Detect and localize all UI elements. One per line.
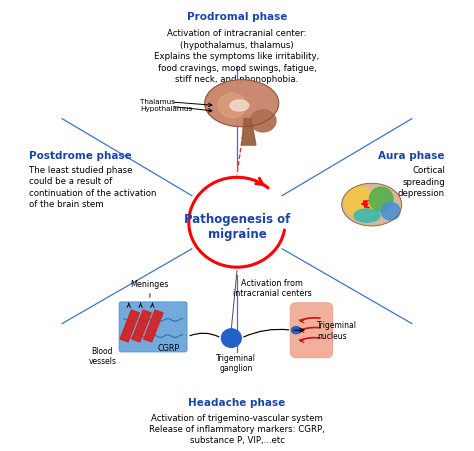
Text: CGRP: CGRP <box>157 344 180 353</box>
Text: Activation of trigemino-vascular system
Release of inflammatory markers: CGRP,
s: Activation of trigemino-vascular system … <box>149 413 325 445</box>
Text: Trigeminal
ganglion: Trigeminal ganglion <box>216 353 256 372</box>
Text: Pathogenesis of
migraine: Pathogenesis of migraine <box>184 212 290 240</box>
Ellipse shape <box>205 81 278 127</box>
Ellipse shape <box>250 110 276 133</box>
Polygon shape <box>120 310 139 342</box>
Text: Blood
vessels: Blood vessels <box>88 346 116 366</box>
Polygon shape <box>144 310 163 342</box>
Circle shape <box>185 175 289 271</box>
Ellipse shape <box>292 327 301 334</box>
Circle shape <box>221 329 241 348</box>
Text: Aura phase: Aura phase <box>378 150 445 160</box>
Text: The least studied phase
could be a result of
continuation of the activation
of t: The least studied phase could be a resul… <box>29 166 156 209</box>
Ellipse shape <box>230 101 249 112</box>
Text: Activation of intracranial center:
(hypothalamus, thalamus)
Explains the symptom: Activation of intracranial center: (hypo… <box>155 29 319 84</box>
Ellipse shape <box>345 188 375 218</box>
Text: Thalamus
Hypothalamus: Thalamus Hypothalamus <box>140 99 192 112</box>
Ellipse shape <box>381 203 400 221</box>
Text: Trigeminal
nucleus: Trigeminal nucleus <box>318 321 357 340</box>
Text: Prodromal phase: Prodromal phase <box>187 12 287 22</box>
Ellipse shape <box>369 188 393 212</box>
Text: Activation from
intracranial centers: Activation from intracranial centers <box>233 278 312 298</box>
Ellipse shape <box>342 184 401 226</box>
FancyBboxPatch shape <box>119 302 187 352</box>
Text: Meninges: Meninges <box>131 280 169 298</box>
Polygon shape <box>132 310 151 342</box>
Text: Cortical
spreading
depression: Cortical spreading depression <box>398 166 445 198</box>
Text: Headache phase: Headache phase <box>188 397 286 407</box>
Polygon shape <box>242 120 256 146</box>
Text: Postdrome phase: Postdrome phase <box>29 150 132 160</box>
FancyBboxPatch shape <box>291 303 332 358</box>
Ellipse shape <box>354 210 380 223</box>
Ellipse shape <box>218 94 246 118</box>
